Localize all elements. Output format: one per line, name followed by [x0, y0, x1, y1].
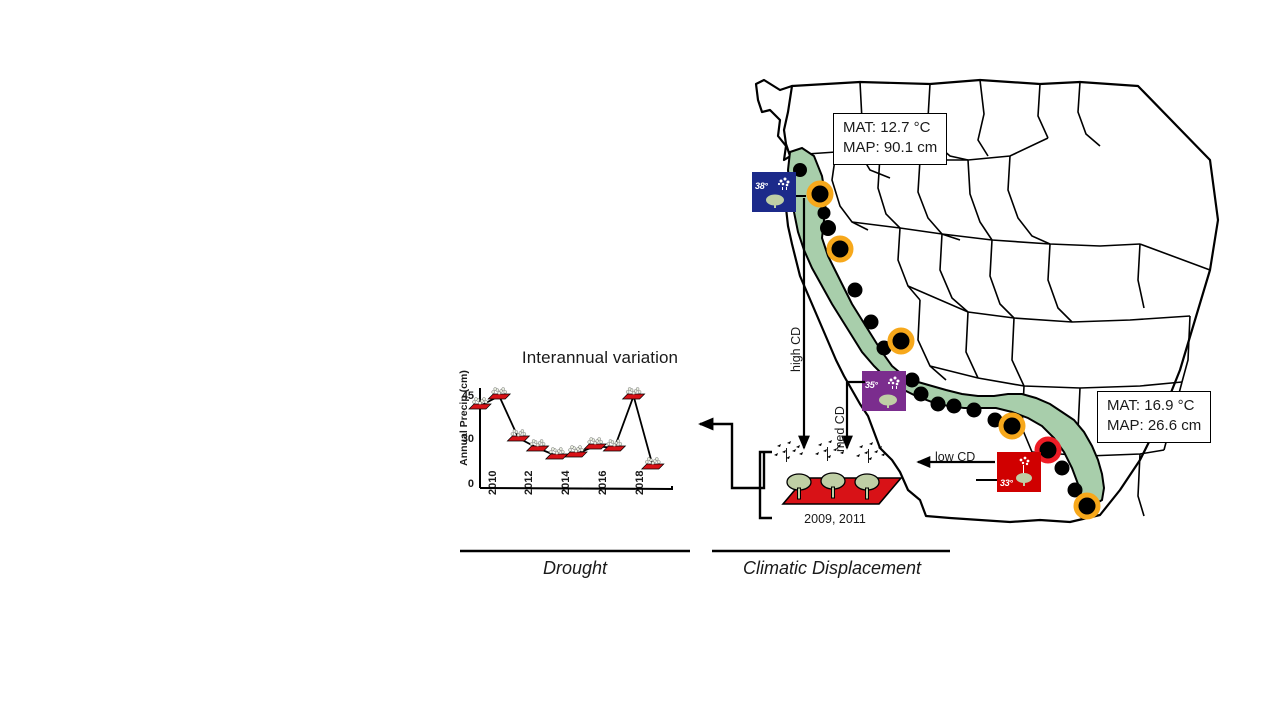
chart-marker-platform — [506, 429, 531, 442]
y-tick-0: 0 — [467, 478, 474, 490]
chart-x-axis — [479, 486, 673, 491]
chart-marker-platform — [525, 439, 550, 452]
y-tick-30: 30 — [461, 433, 474, 445]
cloud-tree-icon — [879, 376, 900, 408]
chart-plot-area — [468, 387, 673, 491]
section-rules — [460, 549, 950, 553]
climate-box-north: MAT: 12.7 °C MAP: 90.1 cm — [833, 113, 948, 165]
chart-marker-platform — [564, 445, 588, 458]
drought-plot-diagram — [774, 440, 903, 505]
chart-title: Interannual variation — [521, 348, 679, 367]
site-markers-focal-orange — [806, 180, 1101, 520]
weather-tile-mid: 35° — [862, 371, 906, 411]
label-low-cd: low CD — [935, 450, 976, 464]
chart-marker-platform — [487, 387, 512, 400]
y-tick-45: 45 — [461, 390, 474, 402]
section-label-climatic: Climatic Displacement — [742, 558, 922, 578]
coastal-range-band — [786, 146, 1106, 508]
map-value-south: MAP: 26.6 cm — [1107, 417, 1202, 435]
leaf-fall-icon — [774, 440, 885, 463]
chart-marker-platform — [602, 439, 627, 452]
cloud-tree-icon — [766, 177, 790, 208]
weather-tile-south: 33° — [997, 452, 1041, 492]
site-marker-focal-red — [1034, 436, 1062, 464]
grouping-bracket — [758, 450, 772, 520]
chart-marker-platform — [544, 447, 569, 460]
mat-value-north: MAT: 12.7 °C — [843, 119, 931, 136]
chart-data-markers — [468, 387, 665, 470]
label-high-cd: high CD — [789, 326, 803, 372]
site-markers-plain — [793, 163, 1093, 520]
section-label-drought: Drought — [542, 558, 608, 578]
weather-temp-mid: 35° — [865, 380, 878, 390]
cloud-tree-icon — [1016, 456, 1032, 486]
drought-plot-years: 2009, 2011 — [804, 512, 866, 526]
chart-marker-platform — [468, 397, 492, 410]
bracket-to-chart — [698, 417, 772, 520]
weather-temp-south: 33° — [1000, 478, 1013, 488]
chart-marker-platform — [621, 387, 646, 400]
chart-marker-platform — [640, 457, 665, 470]
chart-marker-platform — [583, 437, 608, 450]
interannual-chart: Interannual variation Annual Precip (cm)… — [440, 340, 720, 540]
flow-arrows — [798, 198, 995, 468]
mat-value-south: MAT: 16.9 °C — [1107, 397, 1195, 414]
weather-temp-north: 38° — [755, 181, 768, 191]
weather-tile-north: 38° — [752, 172, 796, 212]
climate-box-south: MAT: 16.9 °C MAP: 26.6 cm — [1097, 391, 1212, 443]
tree-icons — [786, 472, 880, 500]
feedback-arrow — [698, 417, 766, 490]
map-value-north: MAP: 90.1 cm — [843, 139, 938, 157]
